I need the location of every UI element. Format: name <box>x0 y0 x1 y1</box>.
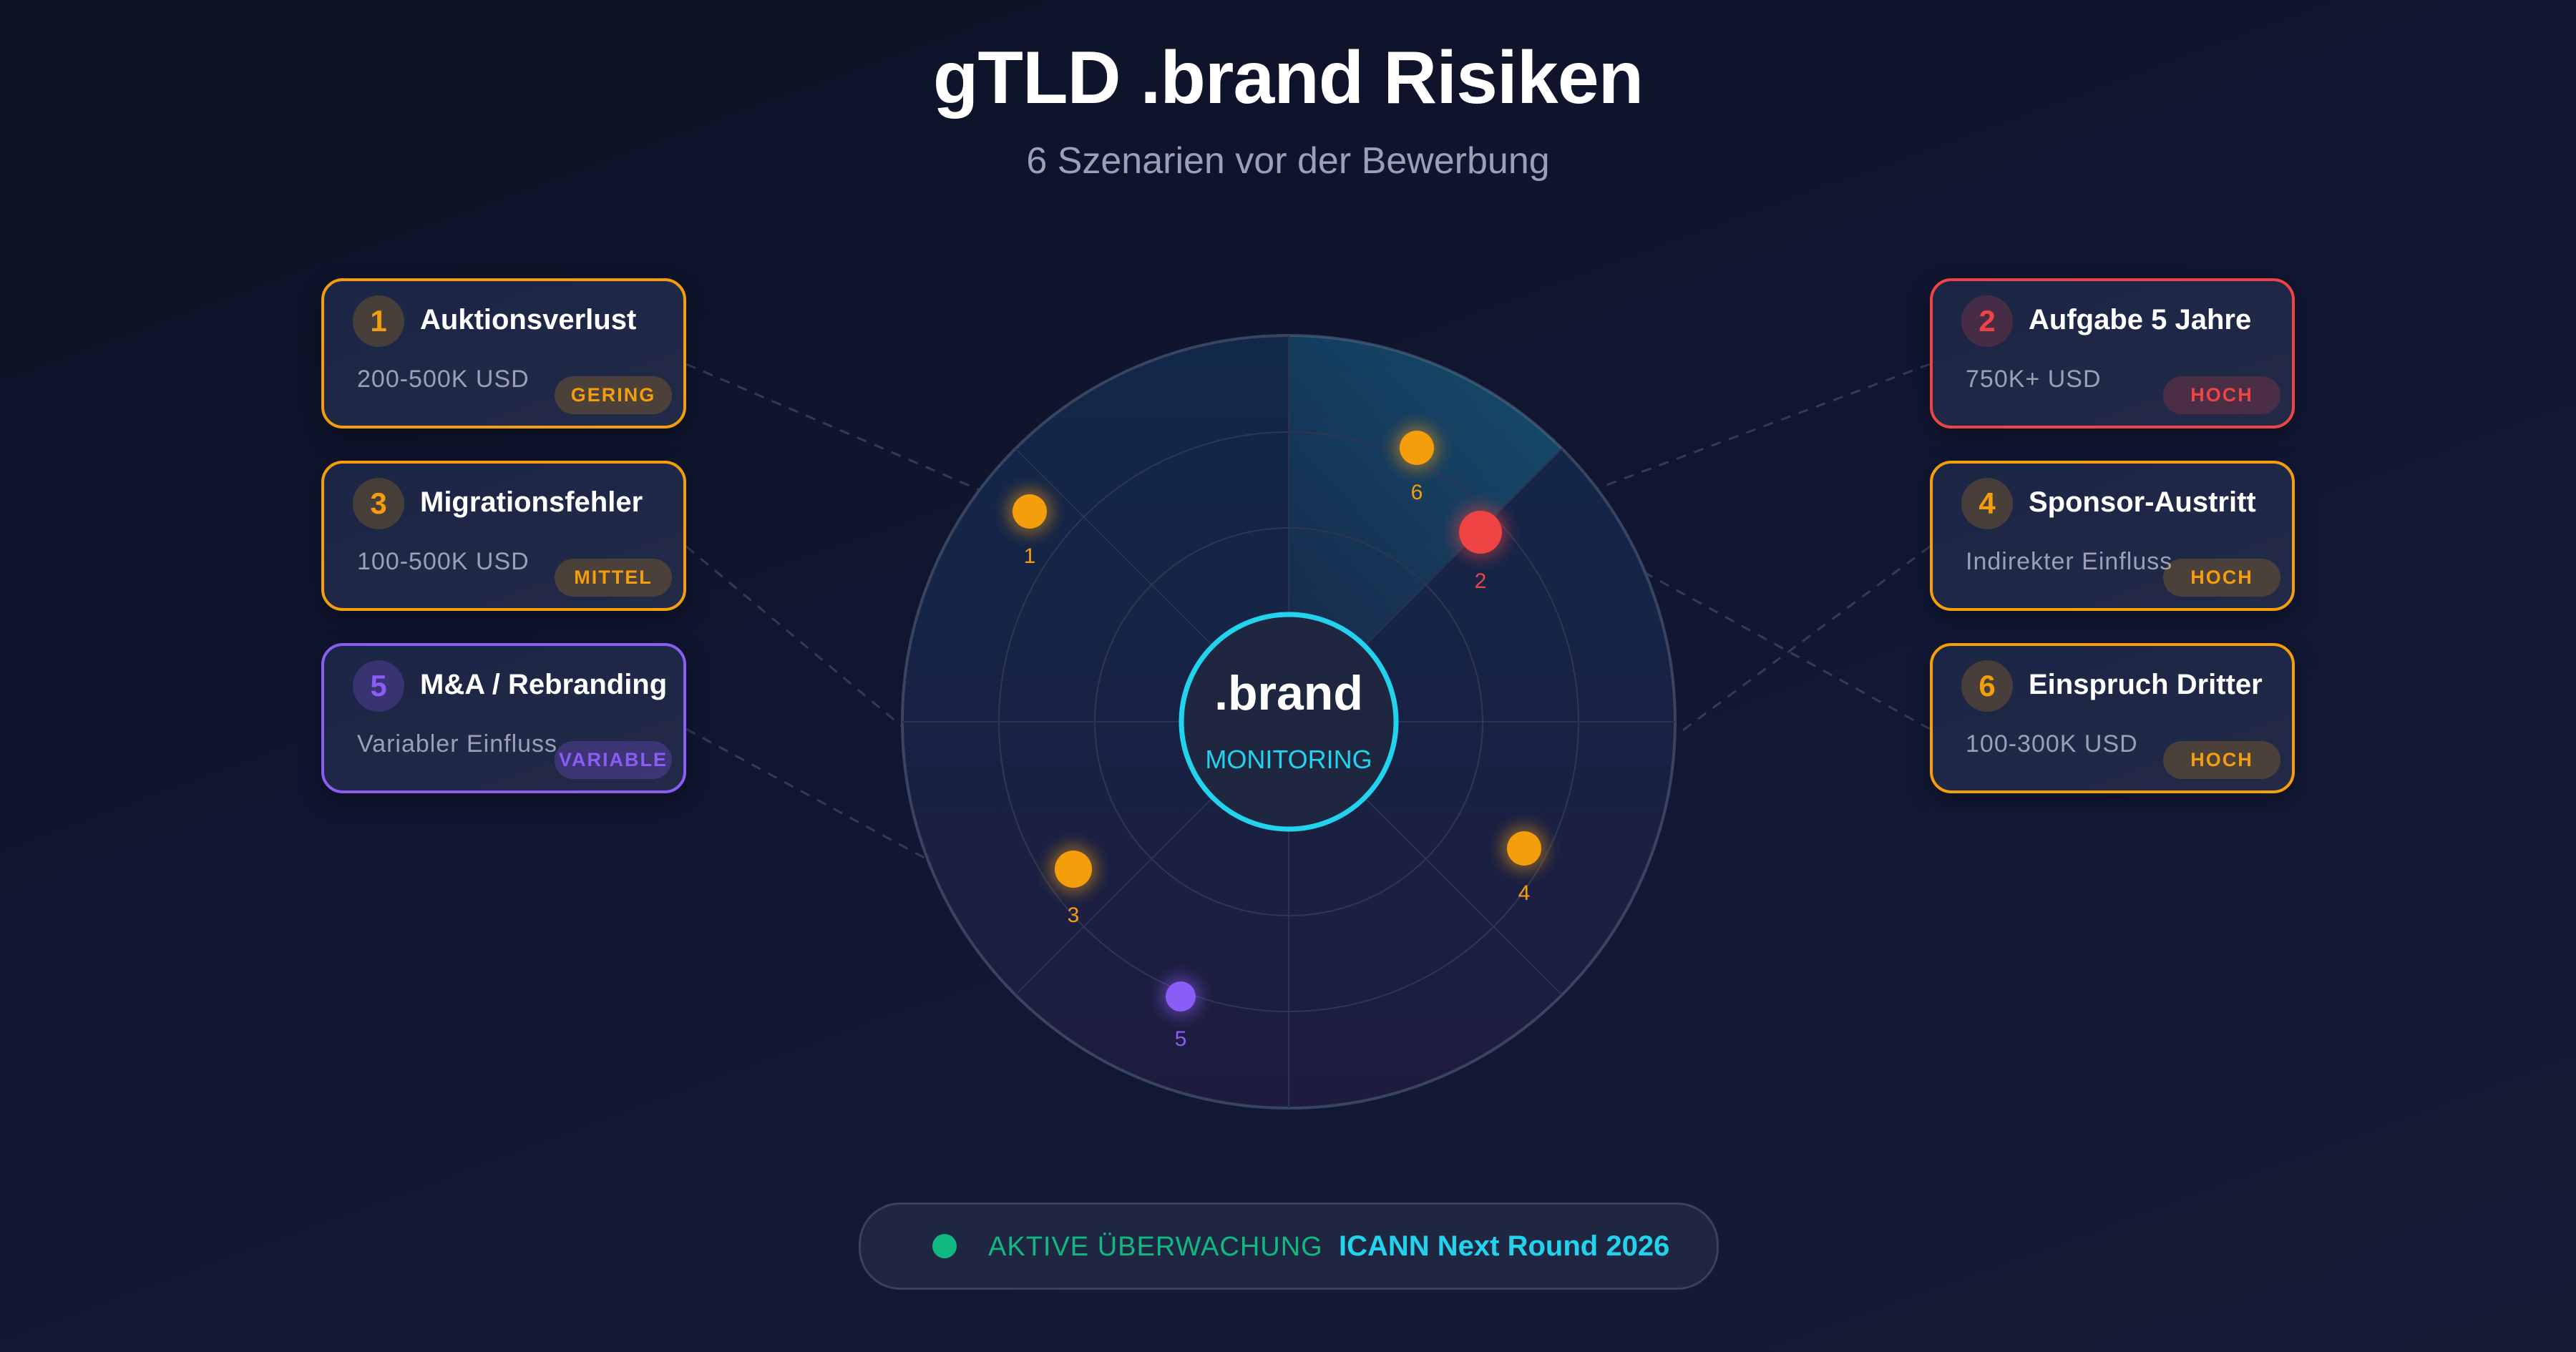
risk-marker-label: 2 <box>1475 569 1487 593</box>
risk-name: Einspruch Dritter <box>2029 669 2263 700</box>
status-dot-icon <box>932 1234 957 1258</box>
risk-card-3[interactable]: 3 Migrationsfehler 100-500K USD MITTEL <box>321 461 686 611</box>
risk-name: Auktionsverlust <box>420 304 637 335</box>
risk-card-1[interactable]: 1 Auktionsverlust 200-500K USD GERING <box>321 278 686 428</box>
risk-number: 4 <box>1961 478 2013 529</box>
risk-card-5[interactable]: 5 M&A / Rebranding Variabler Einfluss VA… <box>321 643 686 793</box>
risk-marker-3[interactable] <box>1055 851 1092 888</box>
radar-ring-inner <box>1094 527 1483 916</box>
risk-number: 3 <box>353 478 404 529</box>
page-subtitle: 6 Szenarien vor der Bewerbung <box>1026 140 1550 182</box>
risk-level-badge: HOCH <box>2163 559 2280 597</box>
risk-name: Sponsor-Austritt <box>2029 486 2256 518</box>
risk-detail: 100-300K USD <box>1966 730 2138 758</box>
risk-marker-label: 6 <box>1411 481 1423 504</box>
connector-line-3 <box>686 545 1074 871</box>
risk-marker-1[interactable] <box>1013 494 1047 529</box>
risk-detail: 200-500K USD <box>357 366 530 393</box>
risk-level-badge: MITTEL <box>555 559 672 597</box>
risk-number: 5 <box>353 660 404 712</box>
risk-marker-label: 3 <box>1068 903 1080 927</box>
risk-marker-5[interactable] <box>1166 981 1196 1011</box>
status-bar: AKTIVE ÜBERWACHUNG ICANN Next Round 2026 <box>859 1202 1719 1290</box>
radar-ring-middle <box>998 431 1579 1012</box>
center-sublabel: MONITORING <box>1205 745 1372 774</box>
risk-name: Migrationsfehler <box>420 486 643 518</box>
risk-marker-label: 4 <box>1518 881 1531 905</box>
risk-level-badge: HOCH <box>2163 376 2280 414</box>
connector-line-1 <box>686 363 1030 513</box>
center-hub <box>1179 612 1399 832</box>
risk-detail: 100-500K USD <box>357 548 530 575</box>
risk-marker-label: 1 <box>1024 544 1036 568</box>
risk-card-6[interactable]: 6 Einspruch Dritter 100-300K USD HOCH <box>1930 643 2295 793</box>
risk-name: M&A / Rebranding <box>420 669 668 700</box>
radar-sweep <box>1289 335 1562 722</box>
round-text: ICANN Next Round 2026 <box>1339 1230 1670 1262</box>
risk-number: 2 <box>1961 295 2013 347</box>
risk-marker-6[interactable] <box>1400 431 1434 465</box>
risk-level-badge: VARIABLE <box>555 741 672 779</box>
risk-card-4[interactable]: 4 Sponsor-Austritt Indirekter Einfluss H… <box>1930 461 2295 611</box>
risk-detail: Variabler Einfluss <box>357 730 558 758</box>
risk-number: 1 <box>353 295 404 347</box>
page-title: gTLD .brand Risiken <box>932 36 1644 119</box>
risk-marker-label: 5 <box>1175 1027 1187 1051</box>
risk-marker-2[interactable] <box>1459 511 1502 554</box>
center-label: .brand <box>1214 666 1363 720</box>
risk-detail: 750K+ USD <box>1966 366 2102 393</box>
risk-detail: Indirekter Einfluss <box>1966 548 2173 575</box>
risk-card-2[interactable]: 2 Aufgabe 5 Jahre 750K+ USD HOCH <box>1930 278 2295 428</box>
risk-number: 6 <box>1961 660 2013 712</box>
risk-marker-4[interactable] <box>1507 831 1541 866</box>
risk-name: Aufgabe 5 Jahre <box>2029 304 2252 335</box>
risk-level-badge: GERING <box>555 376 672 414</box>
risk-level-badge: HOCH <box>2163 741 2280 779</box>
status-text: AKTIVE ÜBERWACHUNG <box>988 1232 1323 1262</box>
connector-line-4 <box>1523 545 1931 850</box>
